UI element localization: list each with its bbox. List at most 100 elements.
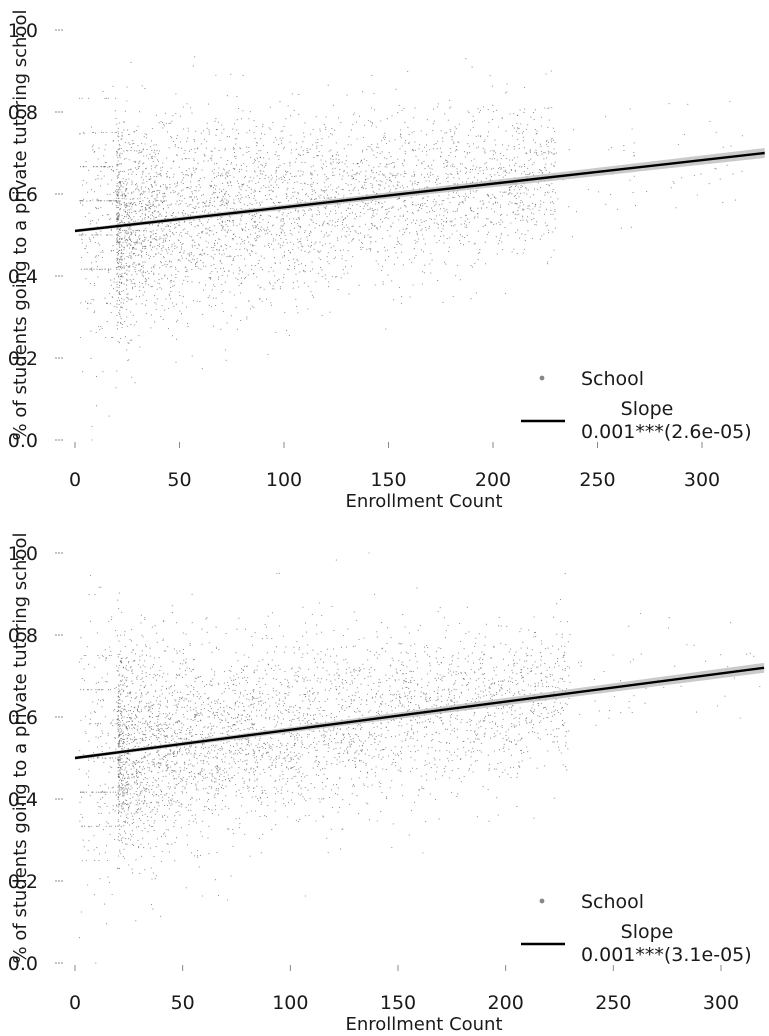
school-point [489,174,491,176]
school-point [241,739,243,741]
school-point [399,215,401,217]
school-point [405,219,407,221]
school-point [432,174,434,176]
school-point [178,234,181,236]
school-point [326,165,328,168]
school-point [102,131,104,134]
school-point [107,234,109,236]
school-point [535,149,537,151]
school-point [385,216,387,219]
school-point [428,176,430,178]
school-point [351,178,353,180]
school-point [82,200,84,202]
school-point [211,230,213,232]
school-point [429,665,431,667]
school-point [154,180,156,182]
school-point [239,292,242,294]
school-point [108,200,110,202]
school-point [370,176,372,178]
school-point [86,268,88,270]
school-point [437,177,439,180]
school-point [507,193,509,195]
school-point [378,188,380,190]
school-point [346,230,348,233]
school-point [411,175,413,177]
school-point [441,200,443,202]
school-point [271,198,273,200]
school-point [470,160,472,162]
school-point [168,782,170,784]
school-point [186,271,188,273]
school-point [167,225,170,227]
school-point [260,266,262,269]
school-point [131,180,133,182]
school-point [305,265,307,267]
school-point [125,206,127,209]
school-point [420,249,422,251]
school-point [339,169,341,171]
school-point [157,210,159,212]
school-point [232,237,234,239]
school-point [243,665,246,667]
school-point [482,200,484,202]
school-point [125,802,127,805]
school-point [245,196,247,198]
school-point [520,187,522,189]
school-point [372,209,374,211]
school-point [134,201,136,204]
school-point [160,248,163,250]
school-point [323,222,325,224]
school-point [316,214,318,216]
school-point [459,201,461,204]
school-point [216,176,218,178]
school-point [359,667,361,669]
school-point [118,228,120,230]
school-point [140,192,142,194]
school-point [506,172,508,174]
school-point [514,213,516,215]
school-point [522,208,524,210]
school-point [248,213,250,215]
school-point [295,175,297,177]
school-point [515,162,517,164]
school-point [133,216,135,218]
school-point [135,242,137,244]
school-point [431,746,433,748]
school-point [379,185,381,187]
school-point [477,108,479,110]
school-point [121,138,123,140]
school-point [362,187,365,189]
school-point [223,253,225,255]
school-point [494,139,496,141]
school-point [294,738,296,740]
school-point [118,201,120,203]
school-point [212,325,215,327]
school-point [434,218,436,221]
school-point [169,718,171,720]
school-point [82,233,84,235]
school-point [126,184,128,186]
school-point [196,300,198,302]
school-point [411,184,413,186]
school-point [518,207,520,209]
school-point [362,149,364,151]
school-point [238,192,240,194]
school-point [445,165,448,168]
school-point [231,185,233,187]
school-point [167,204,169,206]
school-point [118,241,120,243]
school-point [186,174,188,176]
school-point [211,155,213,157]
school-point [154,153,157,155]
school-point [145,247,147,249]
school-point [492,154,494,156]
school-point [150,156,152,158]
school-point [149,208,152,210]
school-point [318,251,320,253]
school-point [117,340,119,342]
school-point [302,141,304,143]
school-point [385,796,388,798]
school-point [223,310,225,313]
school-point [138,202,140,204]
school-point [297,225,299,227]
